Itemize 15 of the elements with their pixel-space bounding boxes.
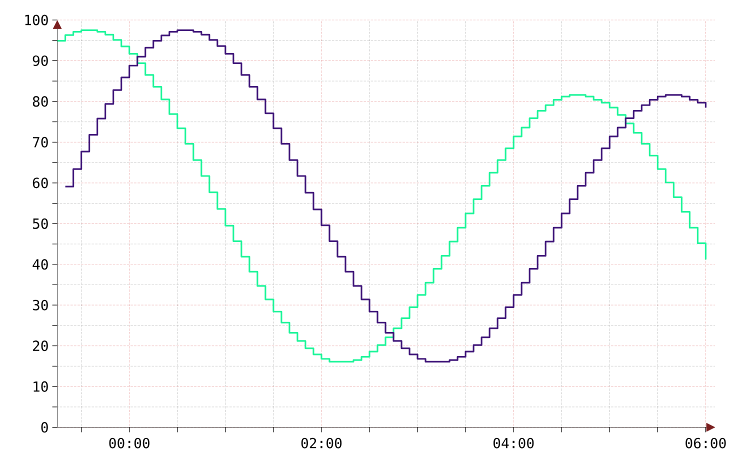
y-tick-label: 30: [32, 300, 48, 310]
y-tick-label: 70: [32, 136, 48, 148]
y-tick-label: 0: [41, 422, 48, 433]
y-tick-label: 40: [32, 259, 48, 270]
x-tick-label: 04:00: [494, 438, 534, 448]
y-tick-label: 100: [25, 14, 48, 26]
y-tick-label: 20: [33, 340, 48, 352]
y-tick-label: 80: [32, 96, 48, 107]
y-tick-label: 60: [32, 178, 48, 188]
y-tick-label: 90: [32, 55, 48, 66]
y-tick-label: 10: [34, 381, 48, 392]
x-tick-label: 00:00: [109, 438, 150, 448]
y-tick-label: 50: [32, 218, 48, 229]
x-tick-label: 02:00: [301, 438, 342, 448]
x-tick-label: 06:00: [686, 438, 726, 448]
